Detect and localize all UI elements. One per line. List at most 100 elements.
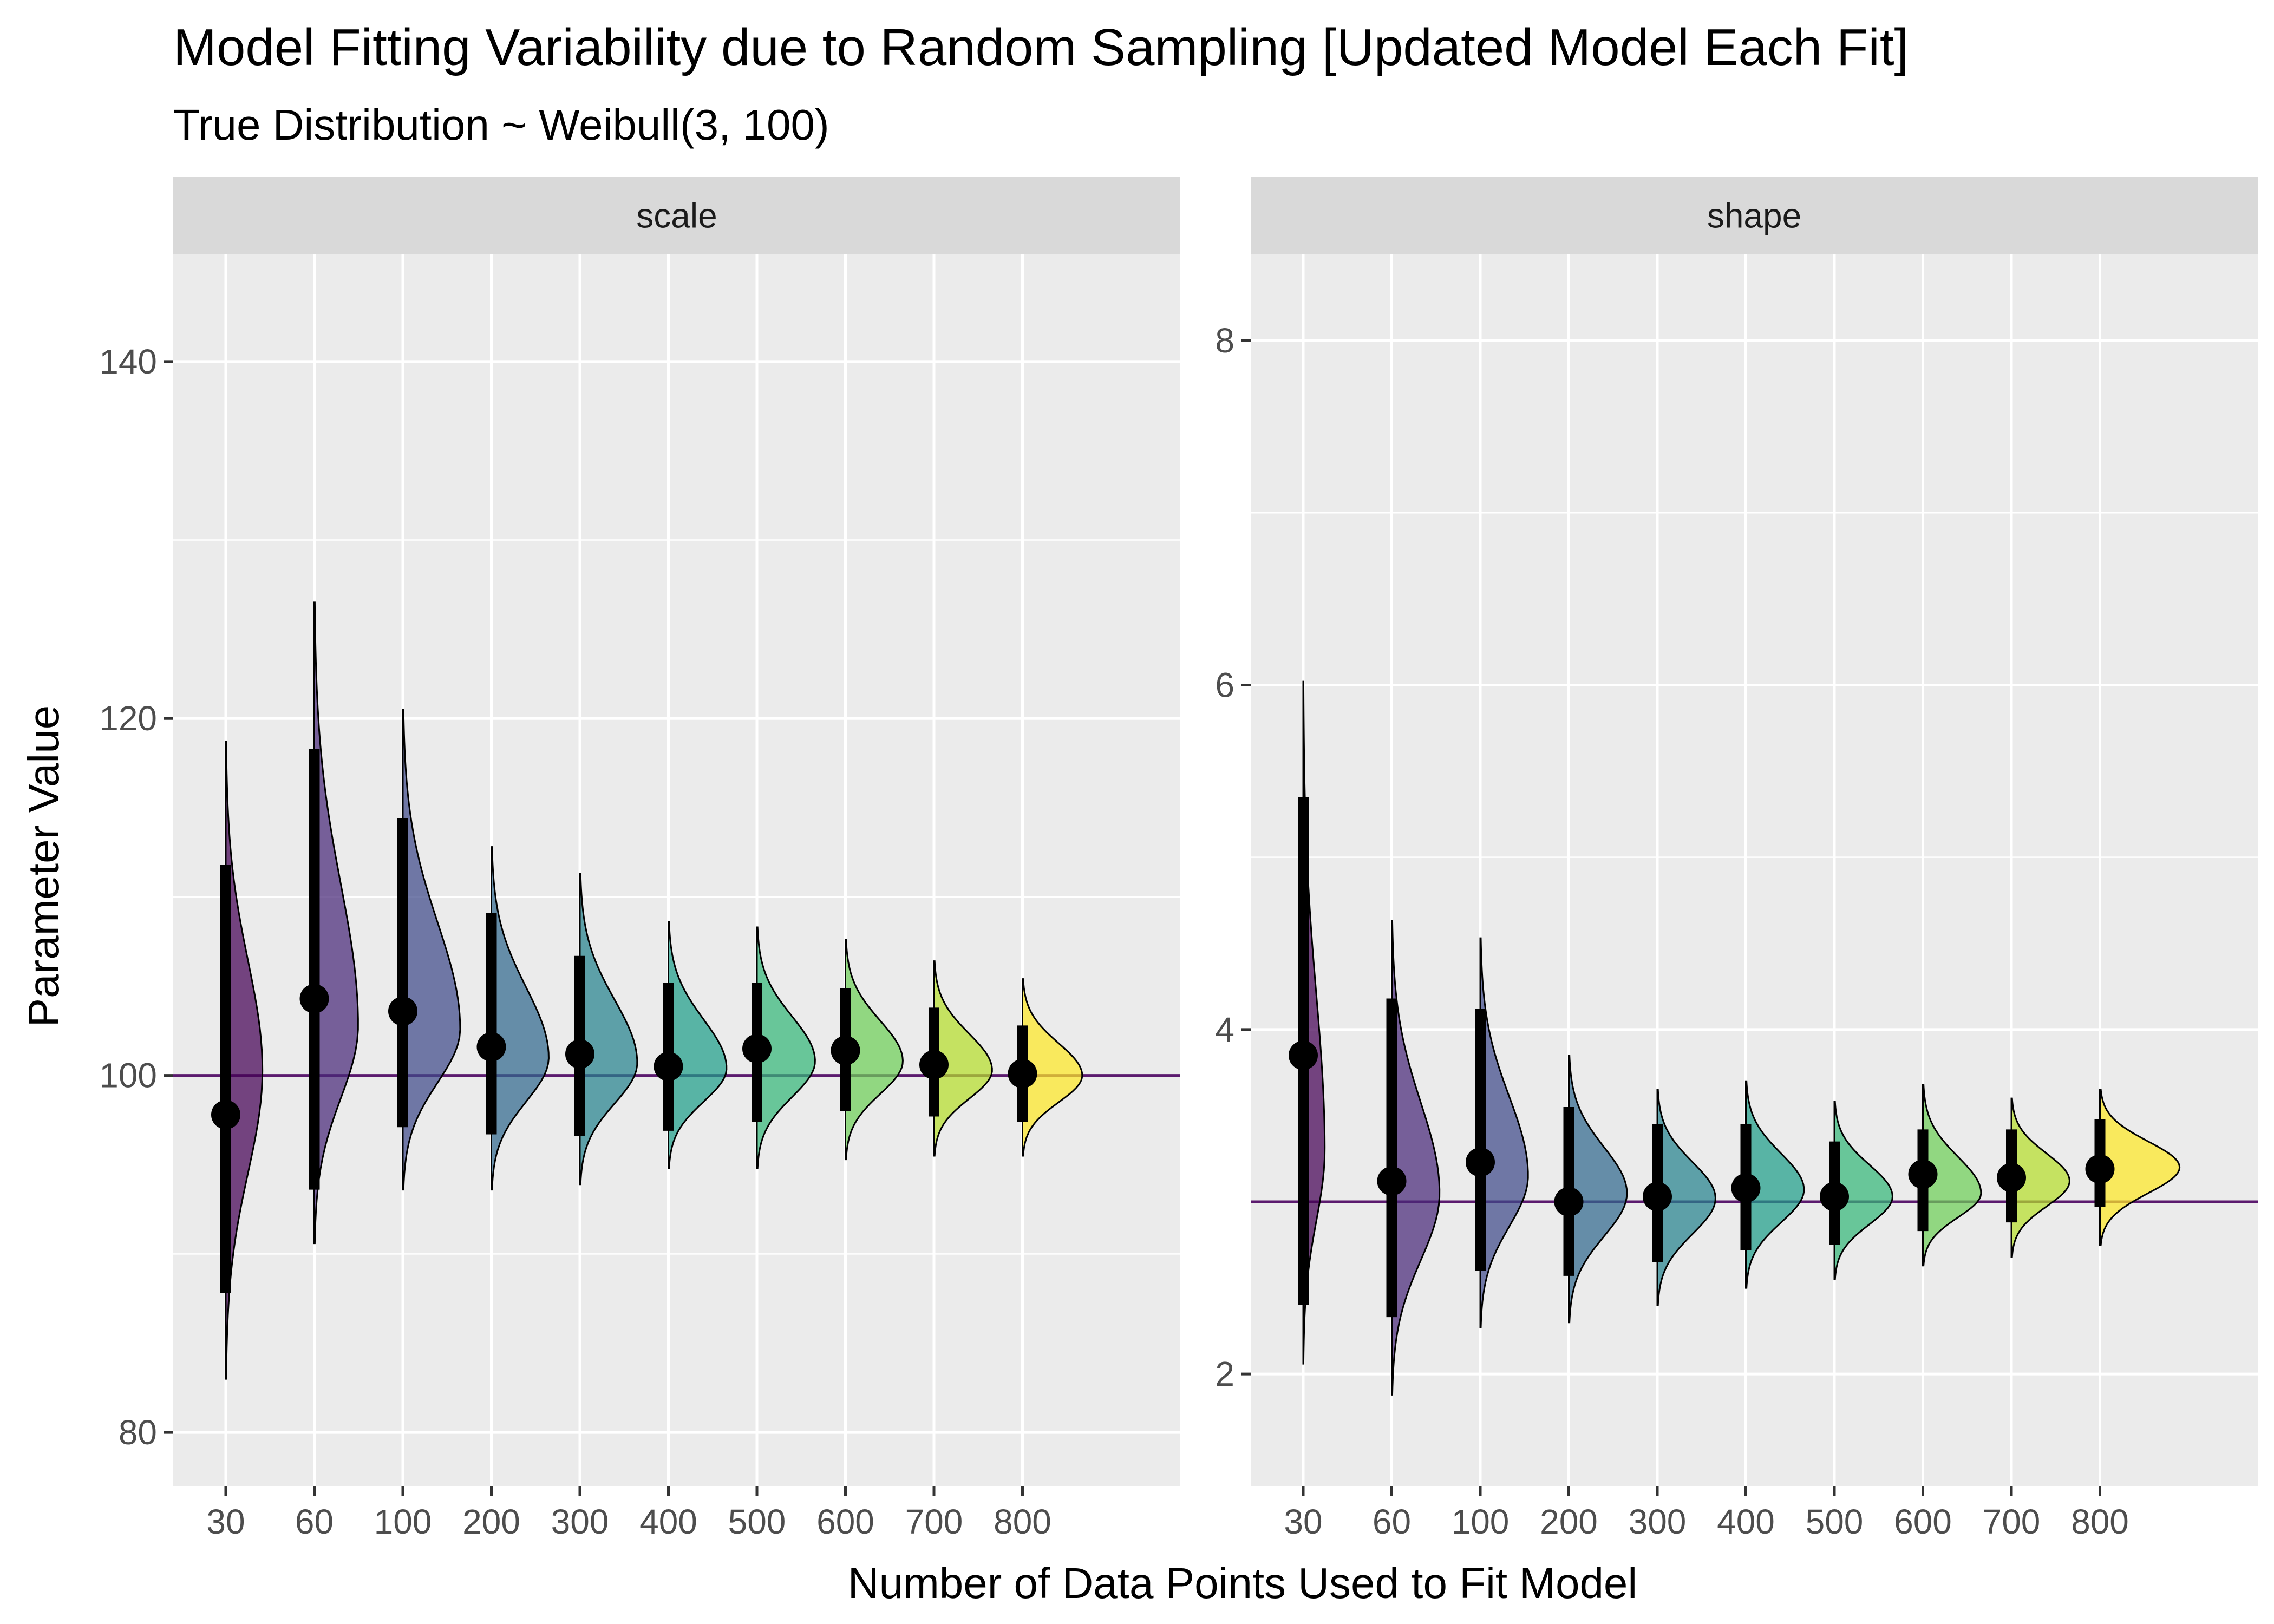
- point-estimate: [1820, 1182, 1849, 1212]
- point-estimate: [1466, 1147, 1495, 1177]
- density-slab: [756, 926, 816, 1169]
- y-tick-label: 2: [1215, 1354, 1234, 1393]
- density-slab: [1745, 1080, 1805, 1289]
- density-slab: [845, 939, 904, 1161]
- x-tick-label: 800: [2071, 1502, 2129, 1541]
- y-axis-shape: 2 4 6 8: [1215, 321, 1251, 1393]
- density-slab: [313, 601, 359, 1245]
- density-slab: [491, 846, 550, 1191]
- point-estimate: [565, 1039, 594, 1069]
- halfeye-500: [742, 926, 816, 1169]
- x-tick-label: 30: [1284, 1502, 1322, 1541]
- x-tick-label: 600: [816, 1502, 874, 1541]
- density-slab: [1656, 1089, 1716, 1306]
- panel-marks: [173, 601, 1180, 1380]
- x-tick-label: 60: [1373, 1502, 1411, 1541]
- strip-label-shape: shape: [1707, 197, 1801, 235]
- chart-subtitle: True Distribution ~ Weibull(3, 100): [173, 101, 829, 149]
- density-slab: [1391, 920, 1441, 1396]
- density-slab: [2010, 1097, 2070, 1258]
- halfeye-600: [1908, 1084, 1982, 1267]
- x-tick-label: 300: [551, 1502, 609, 1541]
- y-tick-label: 140: [99, 342, 157, 381]
- halfeye-600: [831, 939, 904, 1161]
- halfeye-400: [1731, 1080, 1805, 1289]
- x-tick-label: 100: [374, 1502, 432, 1541]
- strip-label-scale: scale: [636, 197, 717, 235]
- point-estimate: [211, 1100, 240, 1130]
- halfeye-60: [1377, 920, 1441, 1396]
- y-tick-label: 8: [1215, 321, 1234, 360]
- point-estimate: [654, 1052, 683, 1082]
- y-axis-scale: 80 100 120 140: [99, 342, 173, 1452]
- y-tick-label: 80: [119, 1413, 157, 1452]
- x-tick-label: 800: [994, 1502, 1051, 1541]
- halfeye-200: [476, 846, 550, 1191]
- x-axis-scale: 30 60 100 200 300 400 500 600 700 800: [206, 1486, 1051, 1541]
- point-estimate: [1908, 1160, 1938, 1189]
- x-tick-label: 500: [728, 1502, 786, 1541]
- point-estimate: [2085, 1154, 2115, 1184]
- x-axis-title: Number of Data Points Used to Fit Model: [848, 1559, 1637, 1607]
- x-tick-label: 60: [295, 1502, 334, 1541]
- point-estimate: [831, 1036, 860, 1065]
- x-tick-label: 700: [1983, 1502, 2041, 1541]
- density-slab: [1022, 978, 1083, 1157]
- density-slab: [1922, 1084, 1982, 1267]
- panel-background: [1251, 254, 2258, 1486]
- density-slab: [579, 873, 638, 1186]
- density-slab: [668, 921, 728, 1169]
- halfeye-100: [1466, 937, 1529, 1328]
- point-estimate: [388, 996, 417, 1026]
- halfeye-500: [1820, 1101, 1893, 1280]
- panel-scale: scale 80 100 120 140 30 60 100 200 300 400 500 600…: [99, 177, 1180, 1541]
- density-slab: [1479, 937, 1529, 1328]
- halfeye-30: [1289, 680, 1326, 1365]
- y-tick-label: 120: [99, 699, 157, 738]
- density-slab: [2099, 1089, 2181, 1246]
- halfeye-100: [388, 709, 461, 1191]
- x-tick-label: 500: [1806, 1502, 1864, 1541]
- halfeye-300: [565, 873, 638, 1186]
- strip-background: [1251, 177, 2258, 254]
- x-tick-label: 400: [639, 1502, 697, 1541]
- density-slab: [1568, 1055, 1628, 1324]
- point-estimate: [1554, 1187, 1584, 1216]
- x-tick-label: 600: [1894, 1502, 1952, 1541]
- y-tick-label: 4: [1215, 1010, 1234, 1049]
- y-tick-label: 100: [99, 1056, 157, 1095]
- halfeye-800: [2085, 1089, 2181, 1246]
- point-estimate: [1643, 1182, 1672, 1212]
- x-tick-label: 400: [1717, 1502, 1775, 1541]
- strip-background: [173, 177, 1180, 254]
- x-tick-label: 700: [905, 1502, 963, 1541]
- point-estimate: [1731, 1173, 1761, 1203]
- halfeye-700: [1997, 1097, 2070, 1258]
- panel-background: [173, 254, 1180, 1486]
- point-estimate: [742, 1034, 772, 1064]
- x-tick-label: 200: [462, 1502, 520, 1541]
- halfeye-700: [919, 960, 993, 1157]
- x-axis-shape: 30 60 100 200 300 400 500 600 700 800: [1284, 1486, 2129, 1541]
- chart-title: Model Fitting Variability due to Random …: [173, 18, 1909, 76]
- point-estimate: [1008, 1059, 1037, 1089]
- point-estimate: [476, 1032, 506, 1062]
- x-tick-label: 200: [1540, 1502, 1598, 1541]
- halfeye-800: [1008, 978, 1083, 1157]
- point-estimate: [1377, 1166, 1407, 1196]
- density-slab: [1833, 1101, 1893, 1280]
- panel-shape: shape 2 4 6 8 30 60 100 200 300 400 500 600 700 800: [1215, 177, 2258, 1541]
- density-slab: [402, 709, 461, 1191]
- x-tick-label: 30: [206, 1502, 245, 1541]
- panel-marks: [1251, 680, 2258, 1396]
- y-axis-title: Parameter Value: [19, 705, 68, 1027]
- point-estimate: [919, 1050, 949, 1079]
- x-tick-label: 300: [1629, 1502, 1687, 1541]
- halfeye-30: [211, 741, 264, 1380]
- density-slab: [933, 960, 993, 1157]
- point-estimate: [1289, 1040, 1318, 1070]
- x-tick-label: 100: [1452, 1502, 1510, 1541]
- halfeye-60: [299, 601, 359, 1245]
- halfeye-300: [1643, 1089, 1716, 1306]
